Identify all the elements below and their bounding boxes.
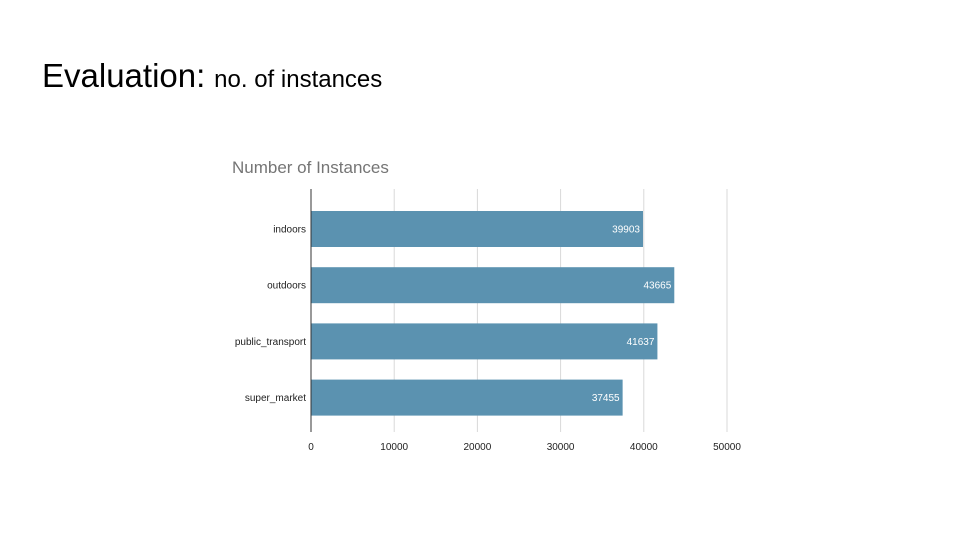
data-label: 41637 — [627, 337, 655, 348]
bar-outdoors — [311, 267, 675, 304]
bars — [311, 211, 675, 416]
chart-title: Number of Instances — [232, 158, 389, 177]
x-tick-label: 10000 — [380, 442, 408, 453]
data-label: 39903 — [612, 225, 640, 236]
x-tick-label: 20000 — [463, 442, 491, 453]
data-label: 43665 — [643, 281, 671, 292]
slide-title: Evaluation: no. of instances — [42, 56, 382, 96]
x-tick-label: 0 — [308, 442, 314, 453]
bar-public_transport — [311, 323, 658, 360]
bar-indoors — [311, 211, 643, 247]
labels: 0 10000 20000 30000 40000 50000 indoors 39903 ou… — [235, 225, 741, 454]
bar-super_market — [311, 379, 623, 416]
x-tick-label: 40000 — [630, 442, 658, 453]
category-label: outdoors — [267, 281, 306, 292]
category-label: super_market — [245, 393, 306, 404]
slide-title-sub: no. of instances — [214, 66, 383, 93]
data-label: 37455 — [592, 393, 620, 404]
x-tick-label: 30000 — [547, 442, 575, 453]
x-tick-label: 50000 — [713, 442, 741, 453]
slide-title-main: Evaluation: — [42, 57, 206, 94]
category-label: indoors — [273, 225, 306, 236]
category-label: public_transport — [235, 337, 306, 348]
